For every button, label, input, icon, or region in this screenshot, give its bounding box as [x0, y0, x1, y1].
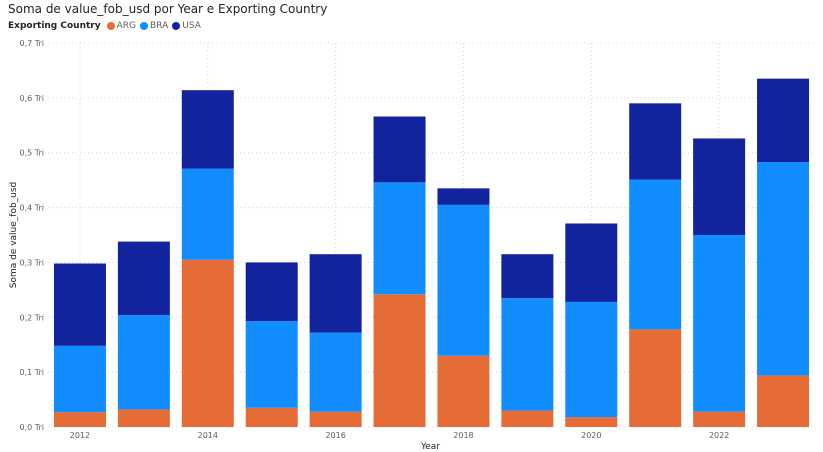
legend-title: Exporting Country [8, 21, 101, 31]
bar-segment-arg-2017 [373, 294, 426, 427]
bar-segment-usa-2015 [245, 262, 298, 322]
legend-swatch-arg [106, 22, 115, 30]
bar-segment-usa-2012 [53, 263, 106, 346]
legend-swatch-usa [172, 22, 181, 30]
y-tick-label: 0,6 Tri [20, 94, 45, 103]
bar-segment-usa-2022 [693, 138, 746, 235]
bar-segment-usa-2013 [117, 241, 170, 316]
bar-segment-bra-2023 [757, 162, 810, 376]
bar-segment-usa-2016 [309, 254, 362, 333]
legend-item-bra[interactable]: BRA [140, 21, 168, 31]
bar-segment-arg-2023 [757, 375, 810, 427]
legend-item-arg[interactable]: ARG [106, 21, 136, 31]
bar-segment-arg-2022 [693, 411, 746, 427]
x-tick-label: 2016 [325, 431, 345, 440]
bar-segment-arg-2012 [53, 412, 106, 427]
bar-segment-bra-2015 [245, 321, 298, 408]
bar-segment-bra-2017 [373, 182, 426, 295]
legend-swatch-bra [140, 22, 148, 30]
bar-segment-bra-2018 [437, 204, 490, 356]
legend-label-bra: BRA [150, 21, 169, 31]
bar-segment-bra-2014 [181, 168, 234, 260]
bar-segment-arg-2019 [501, 410, 554, 427]
bar-segment-arg-2014 [181, 259, 234, 427]
bar-segment-usa-2023 [757, 78, 810, 163]
x-tick-label: 2022 [709, 431, 729, 440]
legend-item-usa[interactable]: USA [172, 21, 201, 31]
bar-segment-bra-2012 [53, 345, 106, 413]
bar-segment-arg-2013 [117, 409, 170, 427]
bar-segment-arg-2015 [245, 407, 298, 427]
y-tick-label: 0,7 Tri [20, 39, 45, 48]
legend-label-usa: USA [182, 21, 201, 31]
bar-segment-bra-2013 [117, 315, 170, 410]
chart-title: Soma de value_fob_usd por Year e Exporti… [8, 2, 328, 16]
x-tick-label: 2012 [70, 431, 90, 440]
x-axis-title: Year [420, 442, 440, 452]
legend-label-arg: ARG [116, 21, 136, 31]
bar-segment-usa-2014 [181, 90, 234, 169]
bar-segment-usa-2017 [373, 116, 426, 183]
legend: Exporting Country ARG BRA USA [8, 21, 205, 31]
bar-segment-usa-2021 [629, 103, 682, 180]
bar-segment-arg-2018 [437, 355, 490, 427]
y-tick-label: 0,3 Tri [20, 258, 45, 267]
bar-segment-bra-2020 [565, 301, 618, 418]
bar-segment-bra-2016 [309, 332, 362, 412]
bar-segment-bra-2022 [693, 235, 746, 412]
y-tick-label: 0,2 Tri [20, 313, 45, 322]
x-tick-label: 2020 [581, 431, 601, 440]
y-tick-label: 0,5 Tri [20, 149, 45, 158]
bar-segment-bra-2021 [629, 179, 682, 330]
x-tick-label: 2014 [198, 431, 218, 440]
x-tick-label: 2018 [453, 431, 473, 440]
bar-segment-arg-2020 [565, 417, 618, 427]
y-tick-label: 0,0 Tri [20, 423, 45, 432]
bar-segment-bra-2019 [501, 298, 554, 411]
y-tick-label: 0,4 Tri [20, 204, 45, 213]
y-tick-label: 0,1 Tri [20, 368, 45, 377]
bar-segment-usa-2019 [501, 254, 554, 299]
bar-segment-usa-2018 [437, 188, 490, 205]
bar-segment-arg-2021 [629, 329, 682, 427]
bar-segment-arg-2016 [309, 411, 362, 427]
bar-segment-usa-2020 [565, 223, 618, 302]
y-axis-title: Soma de value_fob_usd [9, 182, 19, 289]
